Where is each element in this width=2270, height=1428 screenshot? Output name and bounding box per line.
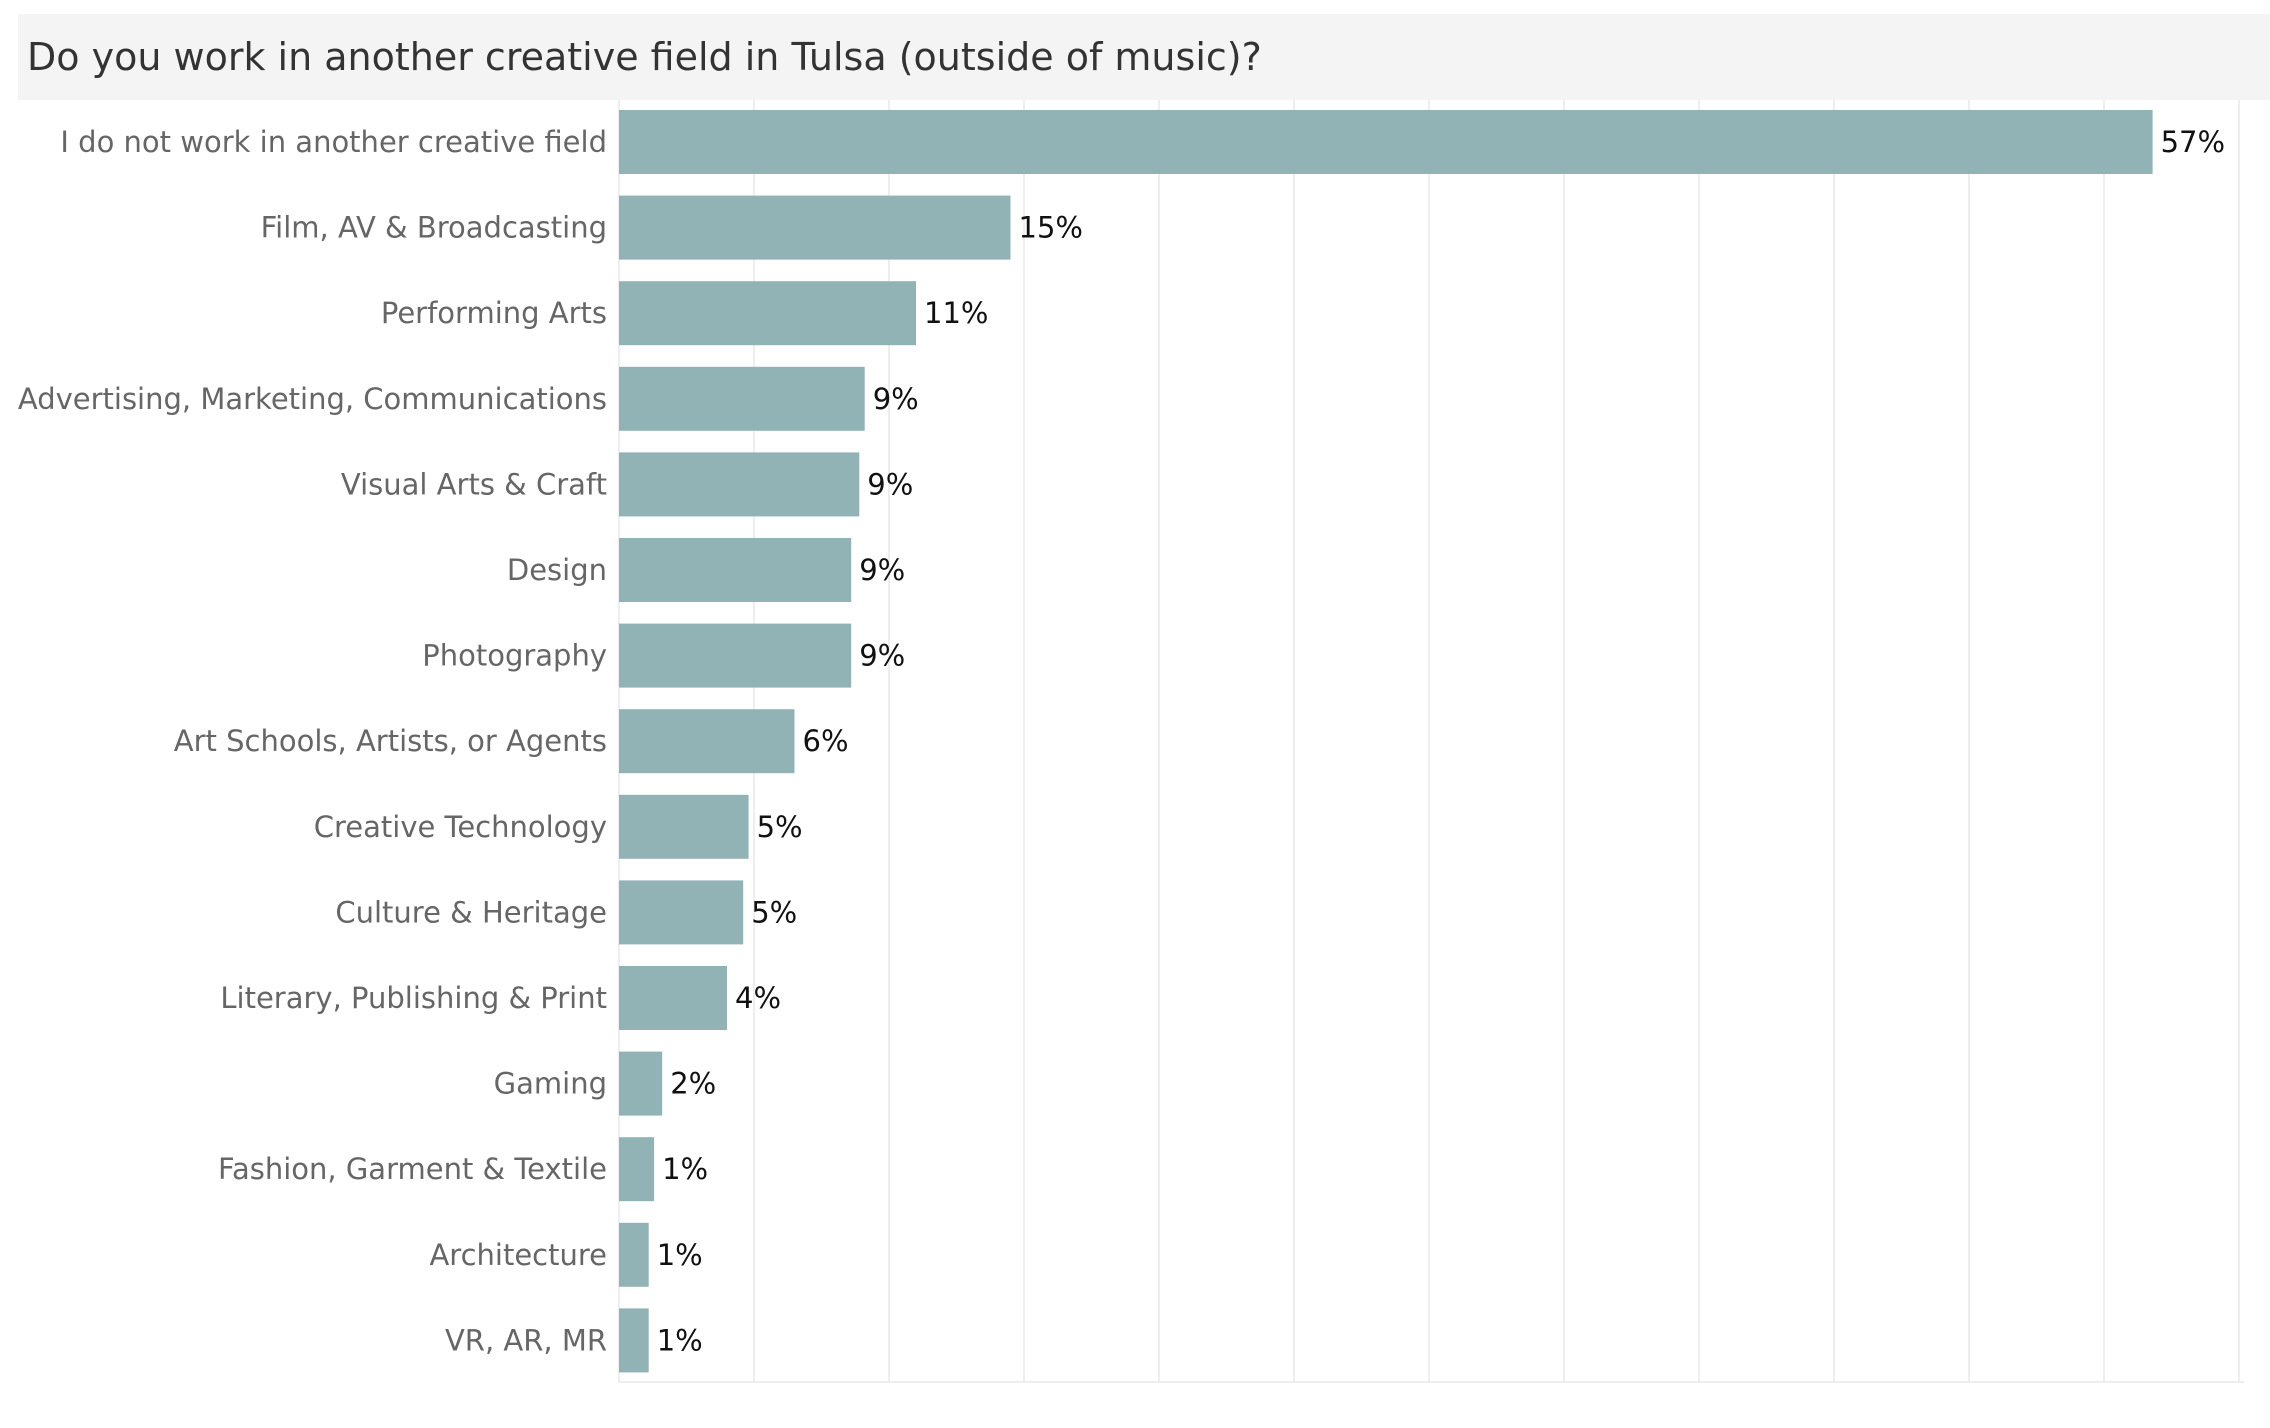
category-label: Creative Technology (314, 810, 607, 844)
bar[interactable] (619, 281, 916, 346)
bar[interactable] (619, 709, 795, 774)
title-bar: Do you work in another creative field in… (18, 14, 2270, 100)
value-label: 9% (859, 639, 905, 673)
category-label: Design (507, 553, 607, 587)
bar[interactable] (619, 195, 1011, 260)
bar[interactable] (619, 1051, 663, 1116)
value-label: 57% (2161, 125, 2225, 159)
bar[interactable] (619, 880, 744, 945)
category-label: Film, AV & Broadcasting (261, 211, 607, 245)
bar[interactable] (619, 794, 749, 859)
category-label: Architecture (429, 1238, 607, 1272)
bar[interactable] (619, 366, 865, 431)
value-label: 11% (924, 296, 988, 330)
category-label: Visual Arts & Craft (341, 467, 607, 501)
bar[interactable] (619, 110, 2153, 174)
value-label: 2% (670, 1067, 716, 1101)
value-label: 1% (657, 1238, 703, 1272)
category-label: Gaming (494, 1067, 607, 1101)
grid-lines (618, 100, 2244, 1383)
category-label: Performing Arts (381, 296, 607, 330)
bar[interactable] (619, 623, 852, 688)
category-label: I do not work in another creative field (60, 125, 607, 159)
chart-title: Do you work in another creative field in… (27, 35, 1262, 79)
category-label: Art Schools, Artists, or Agents (174, 724, 607, 758)
value-label: 1% (662, 1152, 708, 1186)
value-label: 9% (873, 382, 919, 416)
bar[interactable] (619, 966, 727, 1030)
value-label: 1% (657, 1323, 703, 1357)
value-label: 9% (859, 553, 905, 587)
value-labels: 57% 15% 11% 9% 9% 9% 9% 6% 5% 5% 4% 2% 1% 1% 1% (657, 125, 2225, 1357)
category-label: VR, AR, MR (445, 1323, 607, 1357)
category-label: Literary, Publishing & Print (220, 981, 607, 1015)
bar[interactable] (619, 452, 860, 517)
category-label: Advertising, Marketing, Communications (18, 382, 607, 416)
value-label: 5% (751, 895, 797, 929)
value-label: 9% (867, 467, 913, 501)
bar[interactable] (619, 538, 852, 602)
bars (619, 110, 2153, 1373)
category-labels: I do not work in another creative field F… (18, 125, 607, 1357)
category-label: Fashion, Garment & Textile (218, 1152, 607, 1186)
category-label: Photography (422, 639, 607, 673)
value-label: 6% (803, 724, 849, 758)
category-label: Culture & Heritage (335, 895, 607, 929)
bar[interactable] (619, 1222, 649, 1287)
value-label: 4% (735, 981, 781, 1015)
bar[interactable] (619, 1308, 649, 1373)
bar[interactable] (619, 1137, 655, 1202)
value-label: 5% (757, 810, 803, 844)
value-label: 15% (1019, 211, 1083, 245)
